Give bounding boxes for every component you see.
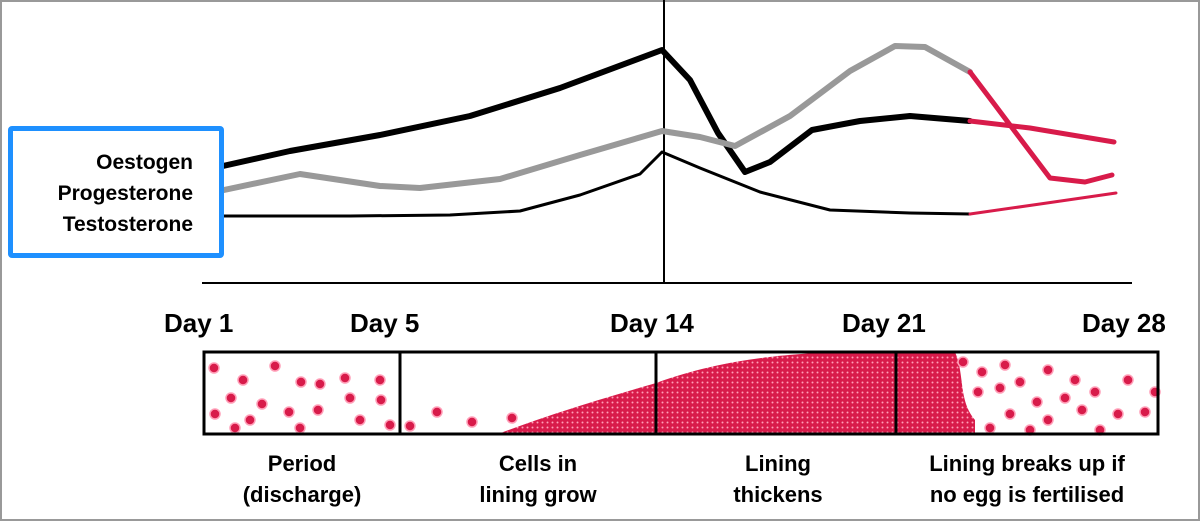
grow-dots bbox=[404, 406, 518, 432]
day-5-label: Day 5 bbox=[350, 308, 420, 338]
blood-cell-dot bbox=[344, 392, 356, 404]
blood-cell-dot bbox=[431, 406, 443, 418]
blood-cell-dot bbox=[229, 422, 241, 434]
blood-cell-dot bbox=[312, 404, 324, 416]
blood-cell-dot bbox=[384, 419, 396, 431]
phase-breaks-up-label: Lining breaks up if no egg is fertilised bbox=[929, 451, 1125, 507]
blood-cell-dot bbox=[994, 382, 1006, 394]
lining-strip-border bbox=[202, 350, 1160, 436]
uterine-lining-strip bbox=[202, 350, 1161, 436]
legend-testosterone: Testosterone bbox=[62, 213, 193, 236]
blood-cell-dot bbox=[354, 414, 366, 426]
blood-cell-dot bbox=[1042, 414, 1054, 426]
blood-cell-dot bbox=[1089, 386, 1101, 398]
day-21-label: Day 21 bbox=[842, 308, 926, 338]
blood-cell-dot bbox=[1076, 404, 1088, 416]
oestrogen-line bbox=[202, 47, 973, 175]
blood-cell-dot bbox=[1069, 374, 1081, 386]
blood-cell-dot bbox=[972, 386, 984, 398]
day-14-label: Day 14 bbox=[610, 308, 694, 338]
phase-cells-grow-label: Cells in lining grow bbox=[479, 451, 597, 507]
blood-cell-dot bbox=[244, 414, 256, 426]
blood-cell-dot bbox=[1059, 392, 1071, 404]
day-1-label: Day 1 bbox=[164, 308, 234, 338]
blood-cell-dot bbox=[976, 366, 988, 378]
phase-period-label: Period (discharge) bbox=[242, 451, 362, 507]
blood-cell-dot bbox=[295, 376, 307, 388]
blood-cell-dot bbox=[1014, 376, 1026, 388]
blood-cell-dot bbox=[256, 398, 268, 410]
blood-cell-dot bbox=[466, 416, 478, 428]
period-dots bbox=[208, 360, 396, 434]
progesterone-line bbox=[202, 43, 973, 197]
blood-cell-dot bbox=[404, 420, 416, 432]
blood-cell-dot bbox=[1112, 408, 1124, 420]
phase-thickens-label: Lining thickens bbox=[733, 451, 823, 507]
lining-breaking bbox=[896, 352, 975, 434]
lining-growing bbox=[498, 383, 656, 434]
hormone-legend: Oestogen Progesterone Testosterone bbox=[8, 126, 224, 258]
blood-cell-dot bbox=[1004, 408, 1016, 420]
blood-cell-dot bbox=[1122, 374, 1134, 386]
testosterone-breakdown-line bbox=[968, 191, 1118, 216]
blood-cell-dot bbox=[237, 374, 249, 386]
blood-cell-dot bbox=[209, 408, 221, 420]
legend-oestrogen: Oestogen bbox=[96, 151, 193, 174]
lining-thick bbox=[656, 351, 896, 434]
blood-cell-dot bbox=[1042, 364, 1054, 376]
testosterone-line bbox=[203, 150, 972, 218]
blood-cell-dot bbox=[208, 362, 220, 374]
blood-cell-dot bbox=[314, 378, 326, 390]
blood-cell-dot bbox=[1031, 396, 1043, 408]
progesterone-breakdown-line bbox=[967, 69, 1115, 185]
blood-cell-dot bbox=[225, 392, 237, 404]
oestrogen-breakdown-line bbox=[967, 118, 1117, 145]
legend-progesterone: Progesterone bbox=[57, 182, 193, 205]
blood-cell-dot bbox=[294, 422, 306, 434]
blood-cell-dot bbox=[506, 412, 518, 424]
blood-cell-dot bbox=[339, 372, 351, 384]
blood-cell-dot bbox=[374, 374, 386, 386]
day-28-label: Day 28 bbox=[1082, 308, 1166, 338]
blood-cell-dot bbox=[269, 360, 281, 372]
blood-cell-dot bbox=[957, 356, 969, 368]
blood-cell-dot bbox=[999, 359, 1011, 371]
blood-cell-dot bbox=[1139, 406, 1151, 418]
blood-cell-dot bbox=[375, 394, 387, 406]
blood-cell-dot bbox=[984, 422, 996, 434]
blood-cell-dot bbox=[283, 406, 295, 418]
